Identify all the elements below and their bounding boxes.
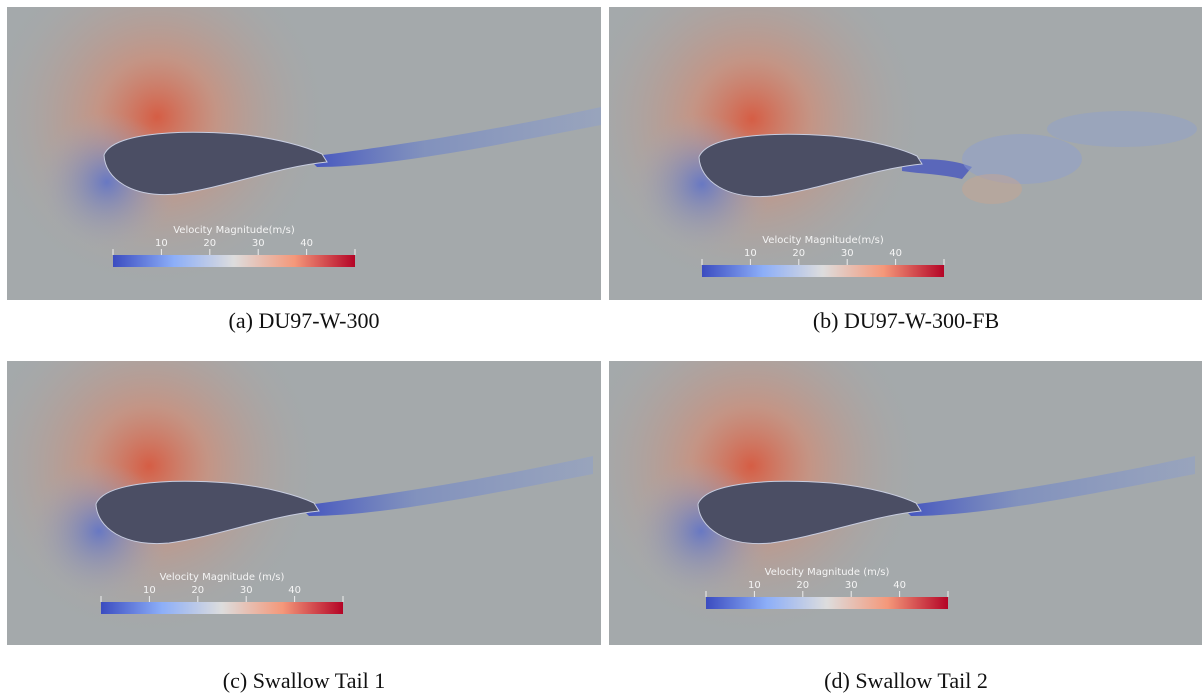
colorbar-tick-label: 30 xyxy=(240,585,253,596)
colorbar xyxy=(706,597,948,609)
colorbar-tick-label: 40 xyxy=(889,248,902,259)
flow-field: Velocity Magnitude (m/s) 10 20 30 40 xyxy=(7,361,601,645)
colorbar-tick-label: 10 xyxy=(748,580,761,591)
colorbar-tick-label: 20 xyxy=(203,238,216,249)
colorbar-title: Velocity Magnitude(m/s) xyxy=(762,235,884,246)
vortex xyxy=(962,174,1022,204)
flow-field: Velocity Magnitude (m/s) 10 20 30 40 xyxy=(609,361,1202,645)
caption: (a) DU97-W-300 xyxy=(7,308,601,334)
colorbar-tick-label: 10 xyxy=(744,248,757,259)
colorbar xyxy=(113,255,355,267)
colorbar-tick-label: 40 xyxy=(288,585,301,596)
colorbar-tick-label: 30 xyxy=(841,248,854,259)
colorbar-title: Velocity Magnitude (m/s) xyxy=(160,572,285,583)
vortex xyxy=(1047,111,1197,147)
caption: (c) Swallow Tail 1 xyxy=(7,668,601,694)
colorbar-tick-label: 30 xyxy=(845,580,858,591)
colorbar-tick-label: 20 xyxy=(792,248,805,259)
caption: (d) Swallow Tail 2 xyxy=(609,668,1202,694)
colorbar xyxy=(702,265,944,277)
colorbar-tick-label: 10 xyxy=(155,238,168,249)
colorbar-tick-label: 20 xyxy=(796,580,809,591)
colorbar-title: Velocity Magnitude (m/s) xyxy=(765,567,890,578)
page: Velocity Magnitude(m/s) 10 20 30 40 (a) DU97-… xyxy=(0,0,1202,689)
colorbar-tick-label: 40 xyxy=(300,238,313,249)
colorbar-tick-label: 40 xyxy=(893,580,906,591)
colorbar-tick-label: 20 xyxy=(191,585,204,596)
colorbar-tick-label: 10 xyxy=(143,585,156,596)
colorbar-title: Velocity Magnitude(m/s) xyxy=(173,225,295,236)
flow-field: Velocity Magnitude(m/s) 10 20 30 40 xyxy=(609,7,1202,300)
colorbar-tick-label: 30 xyxy=(252,238,265,249)
flow-field: Velocity Magnitude(m/s) 10 20 30 40 xyxy=(7,7,601,300)
caption: (b) DU97-W-300-FB xyxy=(609,308,1202,334)
colorbar xyxy=(101,602,343,614)
